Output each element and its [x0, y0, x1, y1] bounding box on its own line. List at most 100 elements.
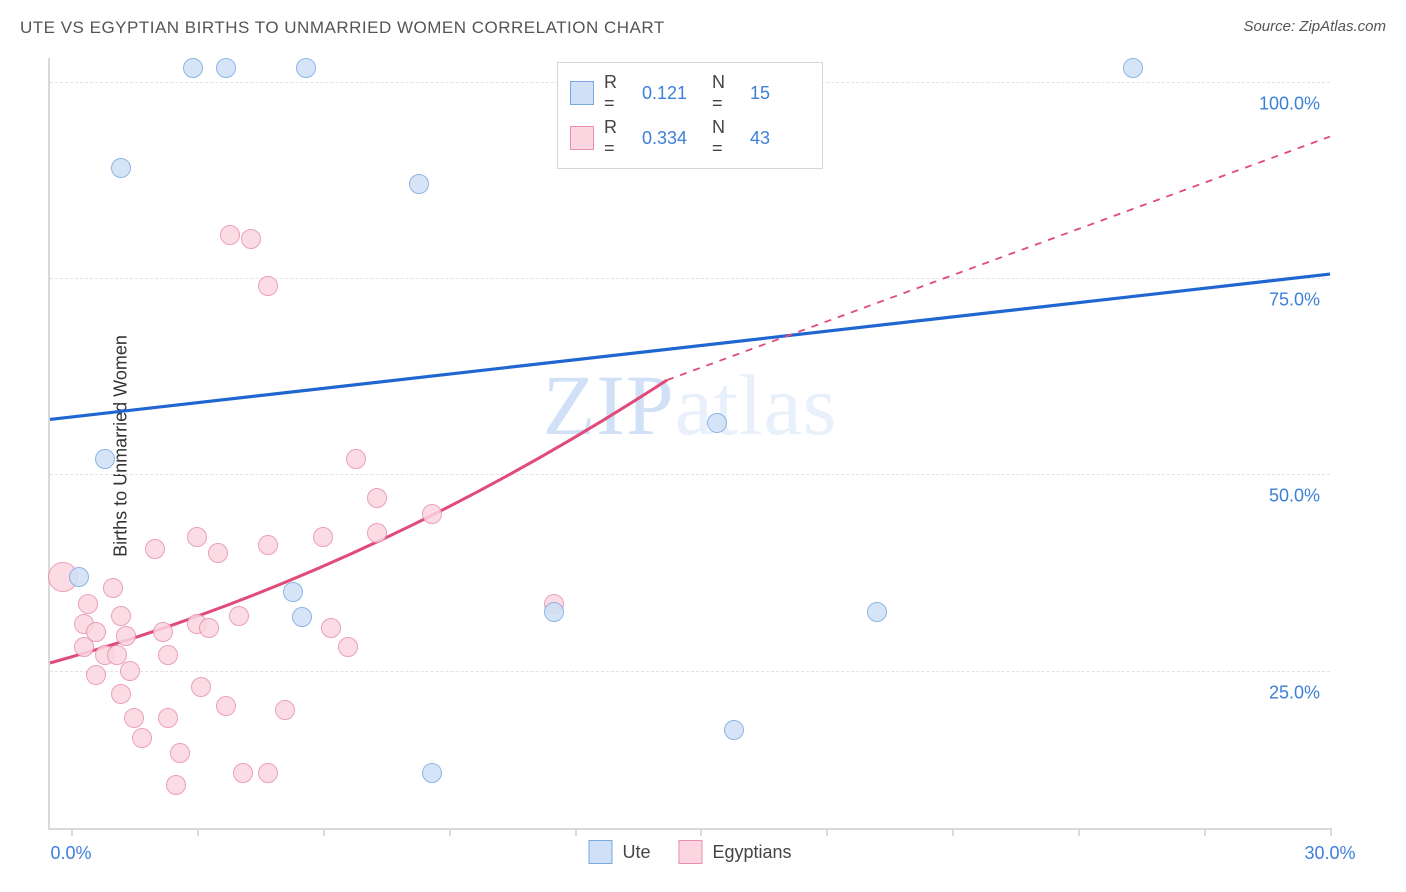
scatter-point-ute	[69, 567, 89, 587]
correlation-legend: R = 0.121 N = 15 R = 0.334 N = 43	[557, 62, 823, 169]
scatter-point-egyptians	[321, 618, 341, 638]
chart-plot-area: ZIPatlas 25.0%50.0%75.0%100.0% 0.0%30.0%…	[48, 58, 1330, 830]
x-tick	[323, 828, 325, 836]
x-tick-label: 30.0%	[1304, 843, 1355, 864]
scatter-point-ute	[409, 174, 429, 194]
scatter-point-egyptians	[233, 763, 253, 783]
scatter-point-egyptians	[338, 637, 358, 657]
scatter-point-egyptians	[241, 229, 261, 249]
n-label: N =	[712, 117, 740, 159]
legend-row-egyptians: R = 0.334 N = 43	[570, 117, 810, 159]
swatch-ute	[570, 81, 594, 105]
source-attribution: Source: ZipAtlas.com	[1243, 18, 1386, 35]
x-tick	[826, 828, 828, 836]
scatter-point-egyptians	[74, 637, 94, 657]
gridline	[50, 474, 1330, 475]
trend-lines	[50, 58, 1330, 828]
x-tick	[449, 828, 451, 836]
scatter-point-ute	[544, 602, 564, 622]
x-tick	[1330, 828, 1332, 836]
scatter-point-egyptians	[103, 578, 123, 598]
scatter-point-ute	[422, 763, 442, 783]
scatter-point-egyptians	[132, 728, 152, 748]
y-tick-label: 50.0%	[1269, 486, 1320, 507]
trend-curve-egyptians	[50, 380, 667, 663]
scatter-point-egyptians	[191, 677, 211, 697]
scatter-point-ute	[216, 58, 236, 78]
gridline	[50, 671, 1330, 672]
scatter-point-egyptians	[313, 527, 333, 547]
y-tick-label: 100.0%	[1259, 93, 1320, 114]
legend-item-egyptians: Egyptians	[678, 840, 791, 864]
x-tick	[1078, 828, 1080, 836]
swatch-egyptians	[570, 126, 594, 150]
scatter-point-ute	[724, 720, 744, 740]
x-tick	[575, 828, 577, 836]
swatch-ute	[588, 840, 612, 864]
x-tick-label: 0.0%	[50, 843, 91, 864]
scatter-point-egyptians	[153, 622, 173, 642]
scatter-point-egyptians	[78, 594, 98, 614]
legend-row-ute: R = 0.121 N = 15	[570, 72, 810, 114]
chart-title: UTE VS EGYPTIAN BIRTHS TO UNMARRIED WOME…	[20, 18, 665, 38]
scatter-point-egyptians	[158, 708, 178, 728]
r-value-ute: 0.121	[642, 83, 702, 104]
x-tick	[1204, 828, 1206, 836]
legend-label-ute: Ute	[622, 842, 650, 863]
legend-label-egyptians: Egyptians	[712, 842, 791, 863]
scatter-point-ute	[867, 602, 887, 622]
n-value-egyptians: 43	[750, 128, 810, 149]
y-tick-label: 25.0%	[1269, 682, 1320, 703]
n-value-ute: 15	[750, 83, 810, 104]
scatter-point-egyptians	[170, 743, 190, 763]
trend-dashed-egyptians	[667, 137, 1330, 381]
scatter-point-ute	[707, 413, 727, 433]
r-value-egyptians: 0.334	[642, 128, 702, 149]
watermark-zip: ZIP	[543, 357, 675, 453]
scatter-point-egyptians	[367, 488, 387, 508]
series-legend: Ute Egyptians	[588, 840, 791, 864]
scatter-point-egyptians	[120, 661, 140, 681]
scatter-point-egyptians	[422, 504, 442, 524]
scatter-point-egyptians	[158, 645, 178, 665]
x-tick	[952, 828, 954, 836]
scatter-point-egyptians	[258, 763, 278, 783]
r-label: R =	[604, 72, 632, 114]
scatter-point-ute	[296, 58, 316, 78]
scatter-point-ute	[1123, 58, 1143, 78]
scatter-point-egyptians	[199, 618, 219, 638]
scatter-point-egyptians	[258, 535, 278, 555]
x-tick	[71, 828, 73, 836]
x-tick	[700, 828, 702, 836]
scatter-point-egyptians	[258, 276, 278, 296]
scatter-point-ute	[183, 58, 203, 78]
scatter-point-egyptians	[367, 523, 387, 543]
scatter-point-egyptians	[111, 684, 131, 704]
x-tick	[197, 828, 199, 836]
scatter-point-ute	[292, 607, 312, 627]
watermark-atlas: atlas	[675, 357, 838, 453]
scatter-point-ute	[283, 582, 303, 602]
scatter-point-egyptians	[220, 225, 240, 245]
scatter-point-egyptians	[124, 708, 144, 728]
swatch-egyptians	[678, 840, 702, 864]
scatter-point-egyptians	[229, 606, 249, 626]
scatter-point-egyptians	[208, 543, 228, 563]
legend-item-ute: Ute	[588, 840, 650, 864]
scatter-point-ute	[95, 449, 115, 469]
scatter-point-egyptians	[187, 527, 207, 547]
scatter-point-egyptians	[346, 449, 366, 469]
gridline	[50, 278, 1330, 279]
scatter-point-egyptians	[116, 626, 136, 646]
scatter-point-egyptians	[86, 665, 106, 685]
scatter-point-egyptians	[166, 775, 186, 795]
scatter-point-egyptians	[216, 696, 236, 716]
scatter-point-ute	[111, 158, 131, 178]
n-label: N =	[712, 72, 740, 114]
y-tick-label: 75.0%	[1269, 290, 1320, 311]
watermark: ZIPatlas	[543, 355, 838, 455]
scatter-point-egyptians	[275, 700, 295, 720]
trend-line-ute	[50, 274, 1330, 419]
scatter-point-egyptians	[145, 539, 165, 559]
r-label: R =	[604, 117, 632, 159]
